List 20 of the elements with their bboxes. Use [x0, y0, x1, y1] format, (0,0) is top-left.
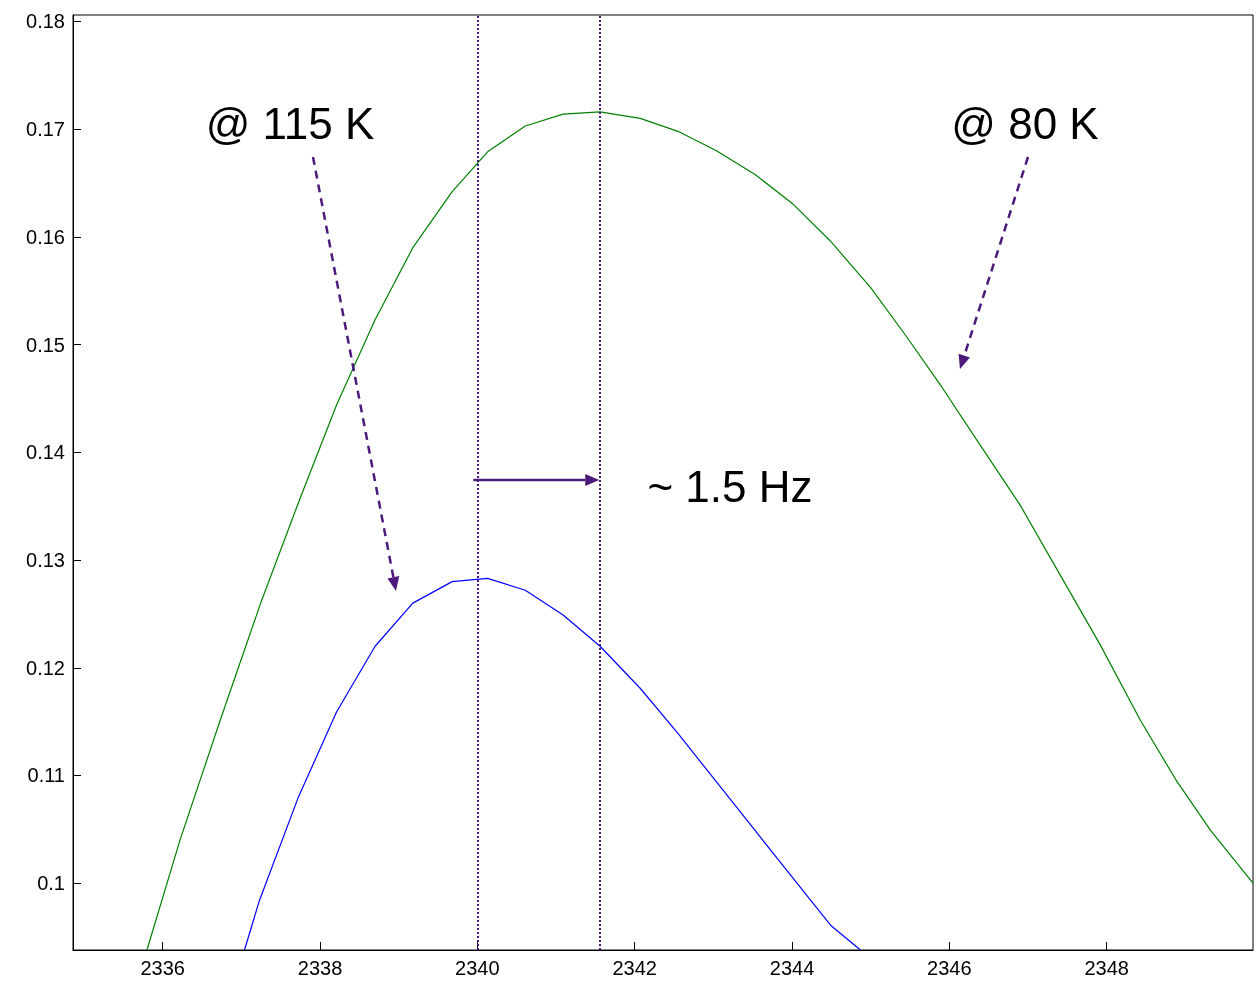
- y-tick-label: 0.1: [37, 872, 65, 895]
- x-tick-label: 2342: [612, 957, 657, 979]
- x-tick-label: 2348: [1084, 957, 1129, 979]
- annotation: @ 115 K: [205, 98, 375, 148]
- x-tick-label: 2340: [455, 957, 500, 979]
- y-tick-label: 0.13: [26, 549, 65, 572]
- y-tick-label: 0.17: [26, 118, 65, 141]
- x-tick-label: 2336: [140, 957, 185, 979]
- x-tick-label: 2344: [769, 957, 815, 979]
- y-tick-label: 0.14: [26, 441, 65, 464]
- annotation: ~ 1.5 Hz: [647, 461, 813, 511]
- y-tick-label: 0.16: [26, 225, 65, 248]
- x-tick-label: 2346: [927, 957, 972, 979]
- y-tick-label: 0.18: [26, 10, 65, 33]
- y-tick-label: 0.11: [27, 764, 65, 787]
- y-tick-label: 0.15: [26, 333, 65, 356]
- line-series: [243, 577, 862, 951]
- x-tick-label: 2338: [297, 957, 343, 979]
- annotation: @ 80 K: [951, 98, 1099, 148]
- y-tick-label: 0.12: [26, 656, 65, 679]
